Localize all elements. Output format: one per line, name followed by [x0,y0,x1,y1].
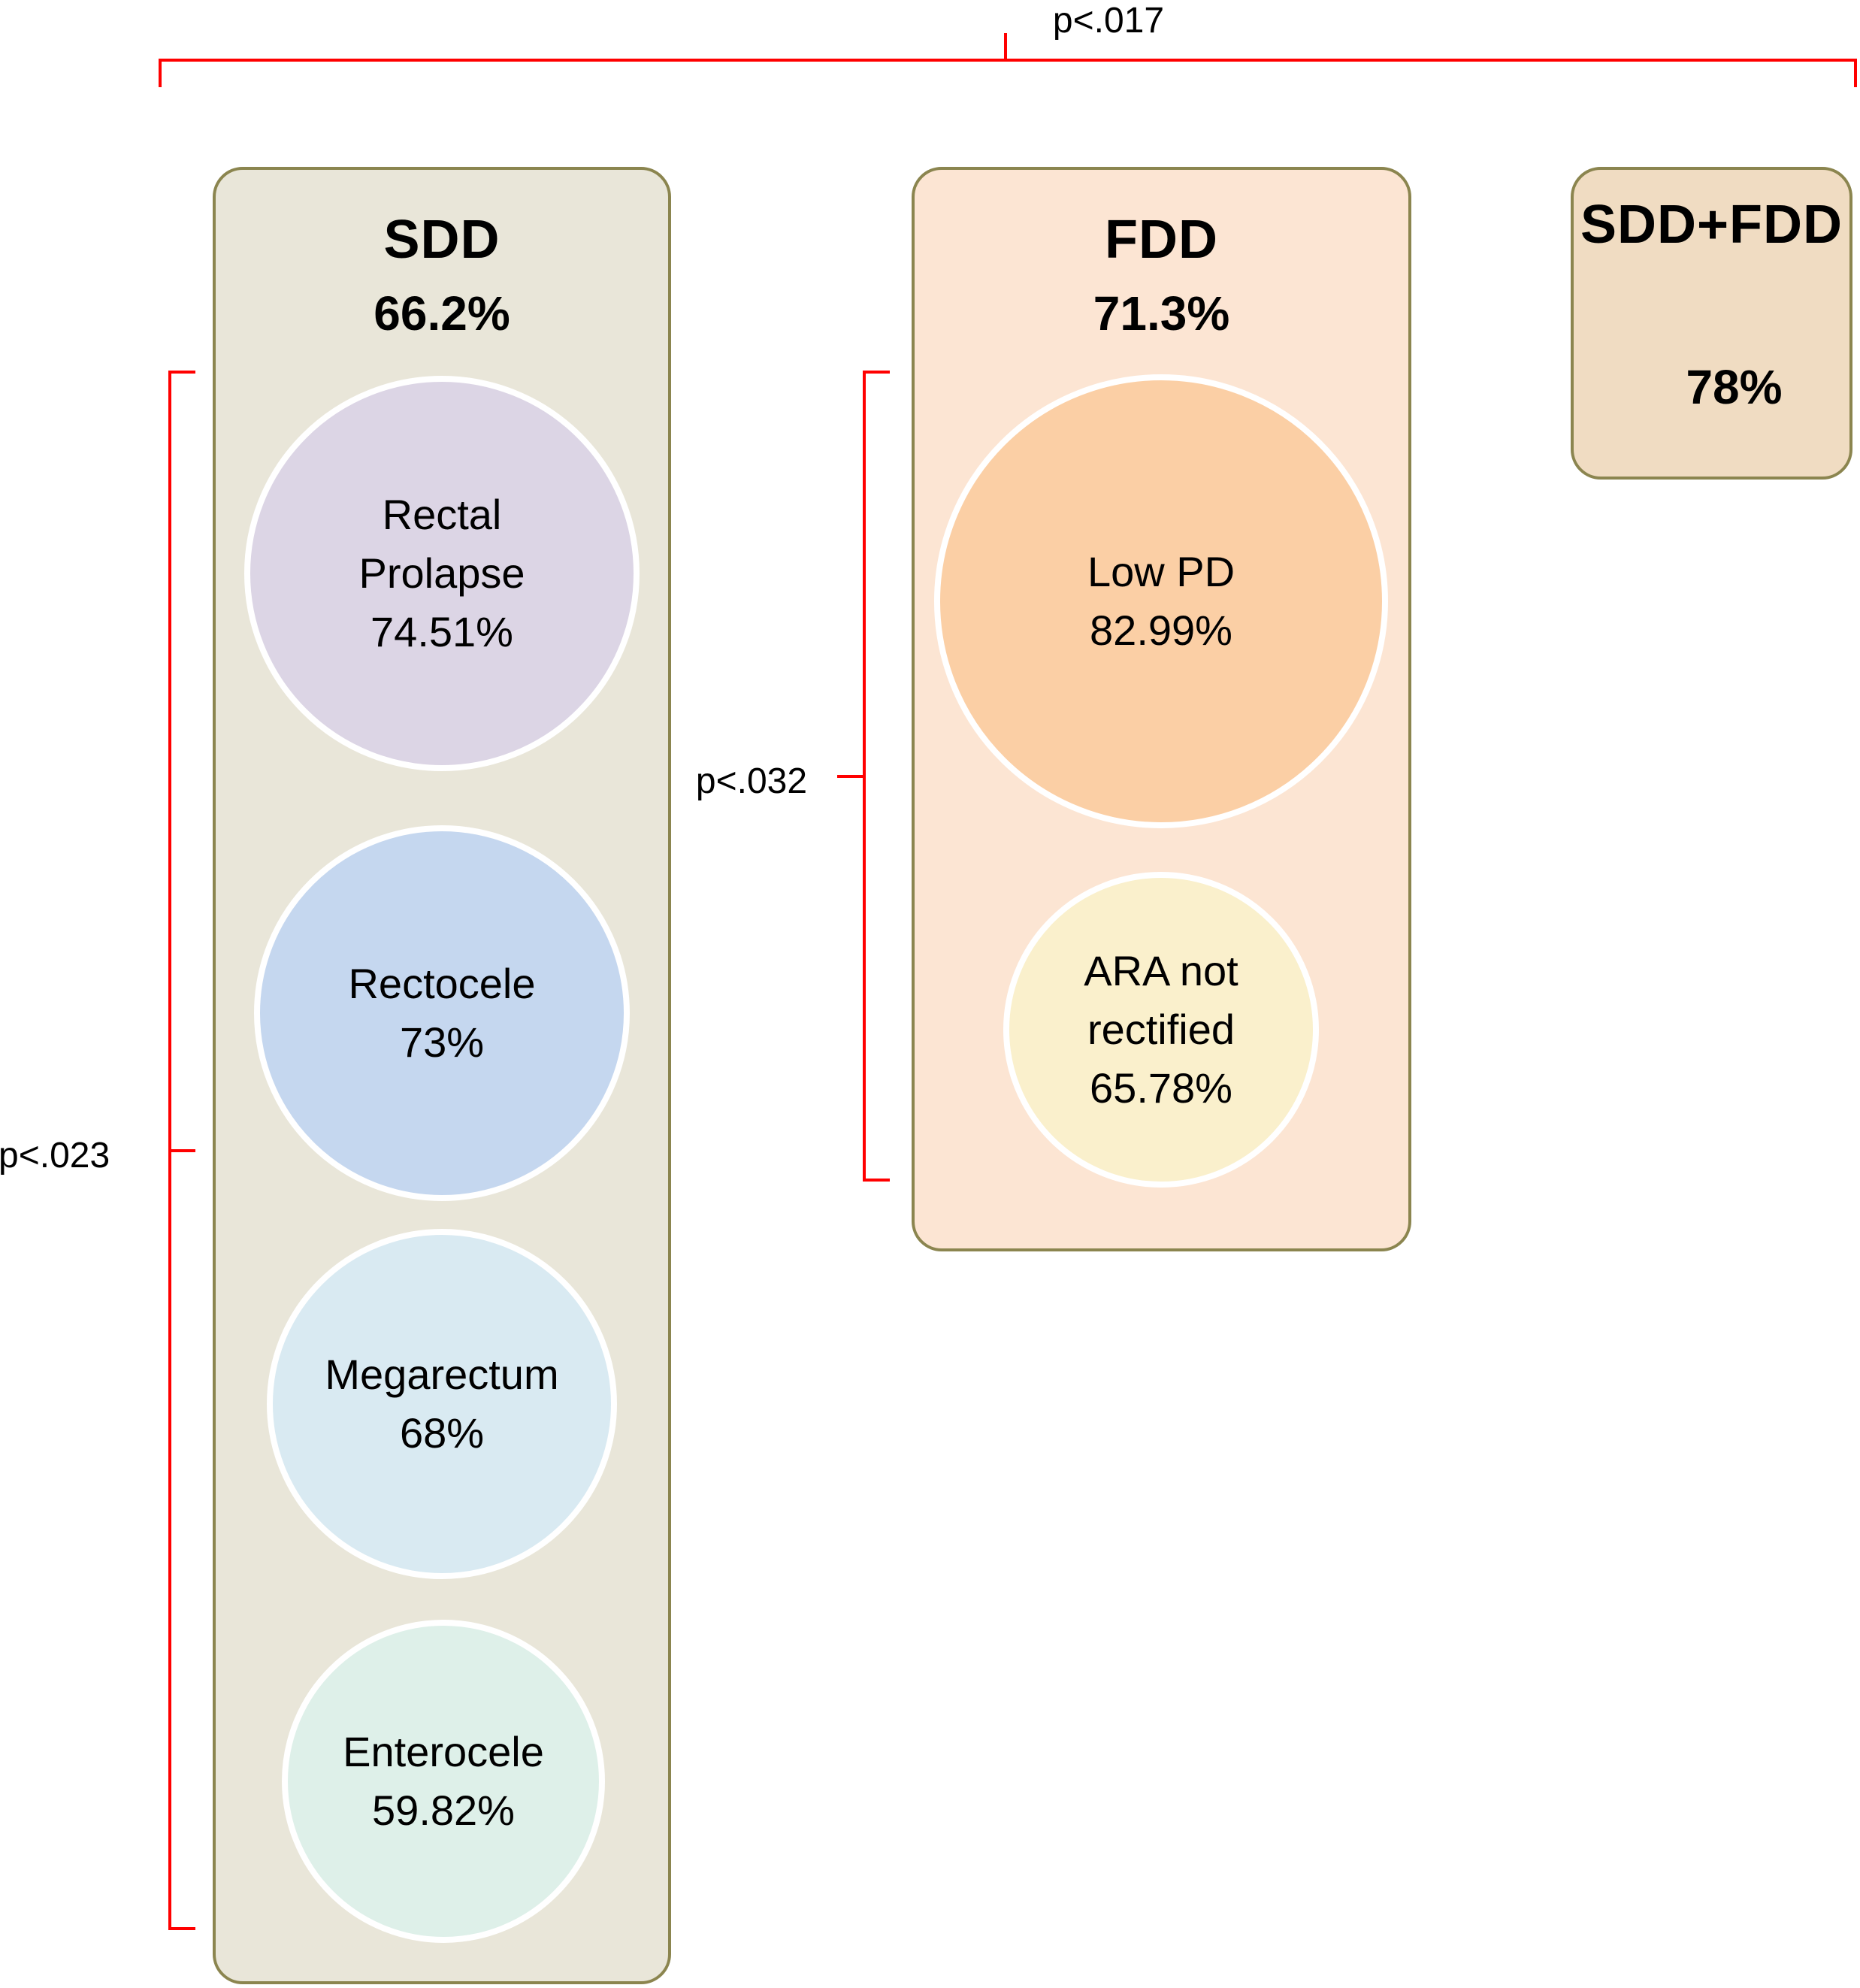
circle-value: 59.82% [372,1787,515,1834]
circle-label: ARA not [1084,947,1238,994]
circle-megarectum: Megarectum 68% [267,1229,617,1579]
middle-bracket-vertical-line [863,371,866,1182]
circle-value: 74.51% [370,608,513,655]
top-bracket-horizontal-line [159,59,1857,62]
fdd-title: FDD [1105,210,1218,270]
circle-label: rectified [1087,1006,1235,1053]
circle-value: 68% [399,1409,485,1457]
circle-value: 73% [399,1018,485,1066]
p-value-left: p<.023 [0,1136,110,1176]
circle-value: 82.99% [1090,607,1232,654]
left-bracket-top-tick [168,371,195,374]
top-bracket-right-tick [1854,59,1857,87]
sdd-fdd-title: SDD+FDD [1580,195,1843,255]
circle-label: Rectal [382,491,502,538]
middle-bracket-label-tick [837,775,864,778]
circle-rectal-prolapse: Rectal Prolapse 74.51% [244,376,640,771]
circle-label: Prolapse [358,549,525,597]
middle-bracket-top-tick [863,371,890,374]
circle-label: Rectocele [348,960,536,1007]
circle-rectocele: Rectocele 73% [254,825,630,1201]
circle-value: 65.78% [1090,1064,1232,1112]
circle-label: Enterocele [343,1728,544,1775]
sdd-percent: 66.2% [374,286,510,340]
left-bracket-middle-tick [168,1149,195,1152]
circle-label: Megarectum [325,1351,559,1398]
sdd-fdd-box: SDD+FDD 78% [1571,167,1852,480]
sdd-title: SDD [383,210,501,270]
circle-enterocele: Enterocele 59.82% [282,1620,605,1943]
circle-ara-not-rectified: ARA not rectified 65.78% [1003,872,1319,1188]
sdd-fdd-percent: 78% [1686,360,1783,414]
middle-bracket-bottom-tick [863,1179,890,1182]
circle-label: Low PD [1087,548,1235,595]
top-bracket-center-tick [1004,33,1007,62]
fdd-percent: 71.3% [1093,286,1230,340]
circle-low-pd: Low PD 82.99% [934,374,1388,828]
left-bracket-bottom-tick [168,1927,195,1930]
top-bracket-left-tick [159,59,162,87]
p-value-top: p<.017 [1052,1,1165,41]
p-value-middle: p<.032 [695,761,808,801]
